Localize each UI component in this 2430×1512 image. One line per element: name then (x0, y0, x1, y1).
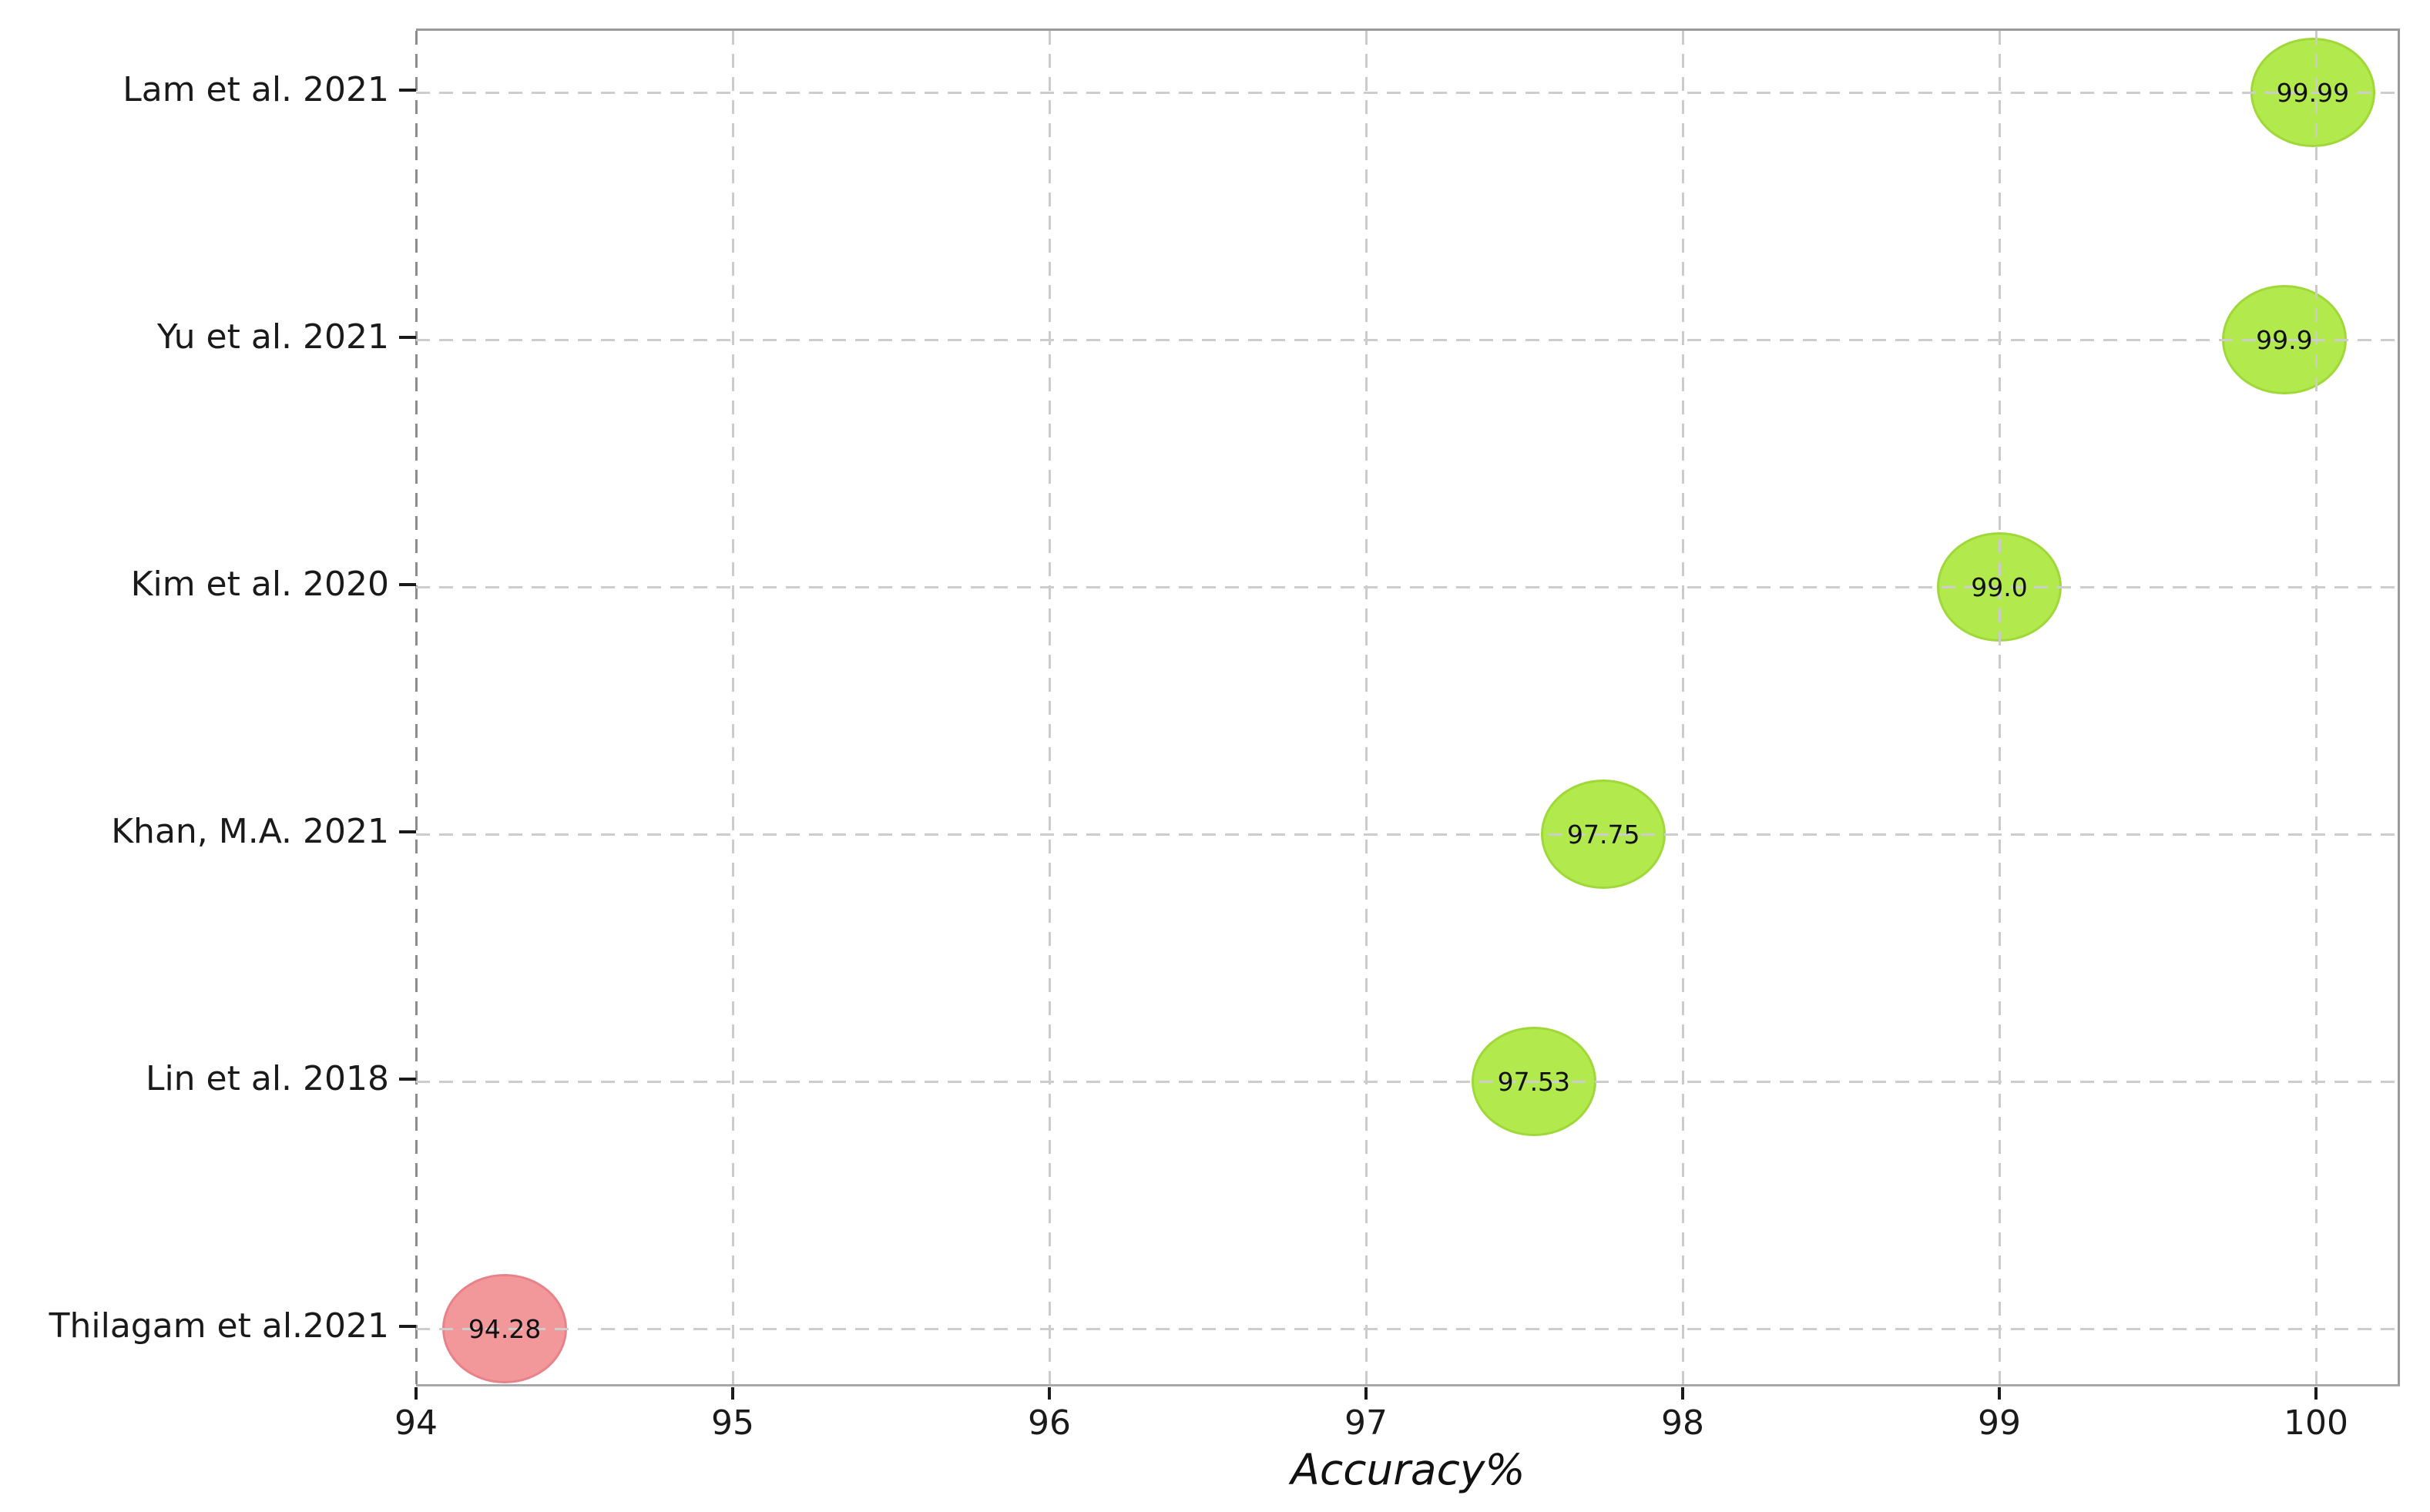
data-bubble-value: 99.0 (1971, 572, 2028, 602)
y-tick-mark-2 (399, 583, 416, 586)
x-axis-title: Accuracy% (1291, 1445, 1525, 1494)
gridline-x-94 (415, 31, 418, 1384)
x-axis-tick-label-99: 99 (1978, 1403, 2021, 1443)
plot-area: 99.99 99.9 99.0 97.75 97.53 94.28 (415, 28, 2400, 1386)
x-axis-tick-label-95: 95 (711, 1403, 754, 1443)
gridline-row-1 (416, 338, 2398, 341)
x-tick-mark-96 (1048, 1387, 1051, 1400)
x-tick-mark-94 (415, 1387, 418, 1400)
y-axis-label-1: Yu et al. 2021 (156, 317, 389, 357)
x-tick-mark-99 (1998, 1387, 2001, 1400)
data-bubble-value: 94.28 (468, 1313, 542, 1344)
x-tick-mark-97 (1364, 1387, 1368, 1400)
y-axis-label-3: Khan, M.A. 2021 (111, 812, 389, 851)
x-tick-mark-98 (1681, 1387, 1684, 1400)
x-axis-tick-label-100: 100 (2284, 1403, 2348, 1443)
x-tick-mark-95 (731, 1387, 734, 1400)
y-tick-mark-4 (399, 1078, 416, 1081)
gridline-x-97 (1364, 31, 1368, 1384)
data-bubble-value: 97.75 (1567, 819, 1640, 850)
y-axis-label-5: Thilagam et al.2021 (49, 1306, 389, 1346)
data-bubble-value: 97.53 (1497, 1066, 1571, 1097)
gridline-x-96 (1048, 31, 1051, 1384)
gridline-x-95 (731, 31, 734, 1384)
y-axis-label-2: Kim et al. 2020 (130, 565, 389, 604)
x-axis-tick-label-94: 94 (394, 1403, 438, 1443)
gridline-x-100 (2314, 31, 2318, 1384)
gridline-row-4 (416, 1080, 2398, 1083)
y-tick-mark-0 (399, 89, 416, 92)
x-axis-tick-label-98: 98 (1661, 1403, 1704, 1443)
gridline-row-3 (416, 833, 2398, 836)
y-axis-label-0: Lam et al. 2021 (123, 70, 389, 109)
gridline-x-98 (1681, 31, 1684, 1384)
y-tick-mark-5 (399, 1325, 416, 1328)
x-tick-mark-100 (2314, 1387, 2318, 1400)
gridline-row-5 (416, 1327, 2398, 1330)
y-axis-label-4: Lin et al. 2018 (145, 1059, 389, 1098)
x-axis-tick-label-96: 96 (1028, 1403, 1071, 1443)
gridline-row-0 (416, 91, 2398, 94)
gridline-row-2 (416, 585, 2398, 588)
data-bubble-value: 99.99 (2276, 77, 2350, 108)
y-tick-mark-3 (399, 830, 416, 833)
y-tick-mark-1 (399, 336, 416, 339)
x-axis-tick-label-97: 97 (1344, 1403, 1388, 1443)
gridline-x-99 (1998, 31, 2001, 1384)
data-bubble-value: 99.9 (2256, 324, 2313, 355)
